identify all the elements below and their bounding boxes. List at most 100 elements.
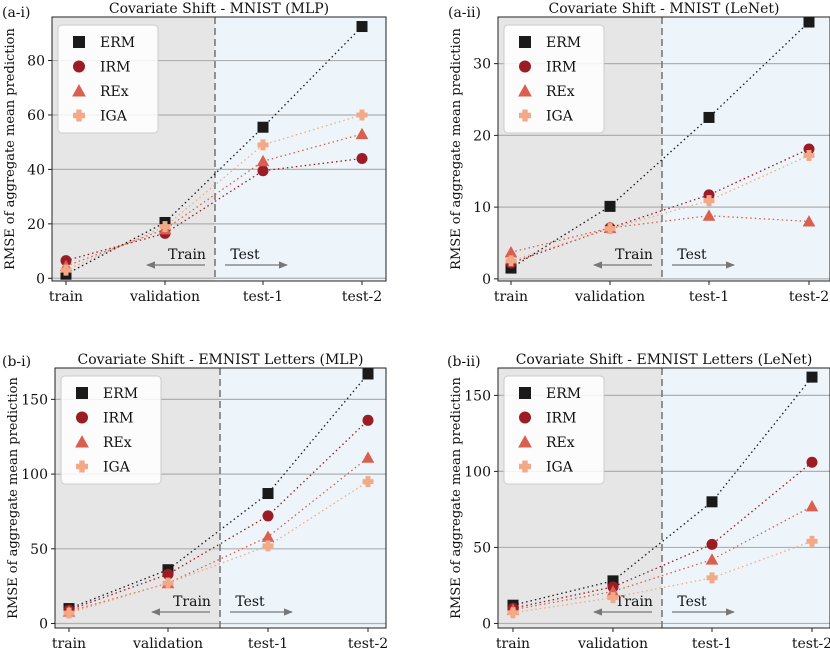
series-line-iga: [512, 540, 813, 614]
legend-marker-irm: [76, 411, 88, 424]
x-tick-label: test-1: [692, 636, 732, 650]
y-tick-label: 10: [473, 200, 491, 216]
data-point-erm: [706, 496, 718, 508]
data-point-iga: [803, 149, 815, 161]
data-point-rex: [361, 451, 375, 463]
legend-marker-iga: [73, 109, 86, 122]
data-point-irm: [262, 510, 274, 522]
legend-marker-irm: [519, 411, 531, 424]
data-point-irm: [706, 538, 718, 550]
data-point-irm: [356, 153, 368, 165]
data-point-rex: [606, 585, 620, 597]
data-point-iga: [356, 109, 368, 121]
train-split-label: Train: [615, 594, 653, 610]
data-point-iga: [63, 607, 75, 619]
series-line-rex: [510, 215, 810, 253]
test-region-background: [662, 17, 830, 281]
chart-title: Covariate Shift - MNIST (MLP): [109, 1, 329, 17]
x-tick-label: test-1: [243, 289, 283, 305]
data-point-rex: [261, 530, 275, 542]
y-tick-label: 150: [21, 392, 48, 408]
x-tick-label: test-2: [789, 289, 829, 305]
legend-label-erm: ERM: [100, 35, 135, 51]
y-tick-label: 0: [39, 617, 48, 633]
y-tick-label: 40: [27, 162, 45, 178]
legend-label-irm: IRM: [103, 411, 133, 427]
data-point-iga: [703, 195, 715, 207]
data-point-erm: [607, 575, 619, 587]
y-tick-label: 80: [27, 54, 45, 70]
data-point-iga: [507, 607, 519, 619]
legend-marker-erm: [519, 387, 531, 399]
y-axis-label: RMSE of aggregate mean prediction: [449, 377, 464, 619]
data-point-erm: [262, 488, 274, 500]
legend-label-iga: IGA: [546, 109, 574, 125]
legend-marker-iga: [76, 460, 89, 473]
data-point-iga: [604, 223, 616, 235]
y-tick-label: 150: [464, 388, 491, 404]
legend-marker-erm: [76, 387, 88, 399]
legend-box: [57, 24, 159, 134]
data-point-irm: [162, 568, 174, 580]
y-tick-label: 20: [473, 128, 491, 144]
data-point-iga: [706, 572, 718, 584]
x-tick-label: validation: [132, 636, 203, 650]
x-tick-label: validation: [129, 289, 200, 305]
data-point-rex: [802, 215, 816, 227]
data-point-rex: [355, 127, 369, 140]
panel-label: (b-i): [2, 354, 31, 370]
panel-label: (b-ii): [447, 354, 481, 370]
data-point-iga: [162, 577, 174, 589]
data-point-rex: [702, 209, 716, 221]
plot-frame: [497, 16, 830, 282]
legend-marker-erm: [73, 36, 85, 48]
y-tick-label: 50: [30, 542, 48, 558]
legend-label-erm: ERM: [546, 386, 581, 402]
data-point-iga: [159, 221, 171, 233]
series-line-irm: [512, 461, 813, 609]
data-point-rex: [256, 154, 270, 167]
legend-marker-rex: [518, 435, 532, 448]
series-line-irm: [68, 419, 369, 611]
legend-label-erm: ERM: [546, 35, 581, 51]
x-tick-label: train: [49, 289, 83, 305]
data-point-rex: [705, 553, 719, 565]
y-axis-label: RMSE of aggregate mean prediction: [3, 28, 18, 270]
train-split-label: Train: [615, 247, 653, 263]
x-tick-label: test-2: [792, 636, 830, 650]
data-point-erm: [703, 111, 715, 123]
chart-title: Covariate Shift - EMNIST Letters (LeNet): [516, 352, 813, 368]
y-tick-label: 50: [473, 540, 491, 556]
data-point-erm: [604, 200, 616, 212]
legend-marker-irm: [73, 60, 85, 73]
x-tick-label: train: [494, 289, 528, 305]
data-point-rex: [504, 245, 518, 258]
data-point-erm: [803, 16, 815, 28]
test-region-background: [662, 368, 830, 628]
legend-marker-iga: [519, 460, 531, 473]
x-tick-label: test-1: [689, 289, 729, 305]
chart-panel-4: 0 50 100 150 train validation test-1 test-2 Cova…: [447, 352, 830, 650]
legend-box: [503, 24, 605, 134]
y-axis-label: RMSE of aggregate mean prediction: [6, 377, 21, 619]
data-point-iga: [362, 476, 374, 488]
data-point-erm: [356, 21, 368, 33]
data-point-rex: [805, 500, 819, 512]
legend-marker-rex: [72, 84, 86, 97]
chart-panel-2: 0 10 20 30 train validation test-1 test-2 Covari…: [448, 1, 830, 305]
x-tick-label: validation: [574, 289, 645, 305]
plot-frame: [51, 16, 387, 282]
data-point-erm: [362, 368, 374, 380]
y-axis-label: RMSE of aggregate mean prediction: [449, 28, 464, 270]
data-point-irm: [806, 456, 818, 468]
y-tick-label: 100: [464, 464, 491, 480]
x-tick-label: train: [52, 636, 86, 650]
series-line-rex: [512, 505, 813, 611]
series-line-erm: [65, 26, 363, 275]
x-tick-label: train: [496, 636, 530, 650]
legend-marker-erm: [519, 36, 531, 48]
test-split-label: Test: [677, 594, 707, 610]
legend-label-iga: IGA: [103, 460, 131, 476]
legend-label-iga: IGA: [546, 460, 574, 476]
data-point-iga: [262, 540, 274, 552]
